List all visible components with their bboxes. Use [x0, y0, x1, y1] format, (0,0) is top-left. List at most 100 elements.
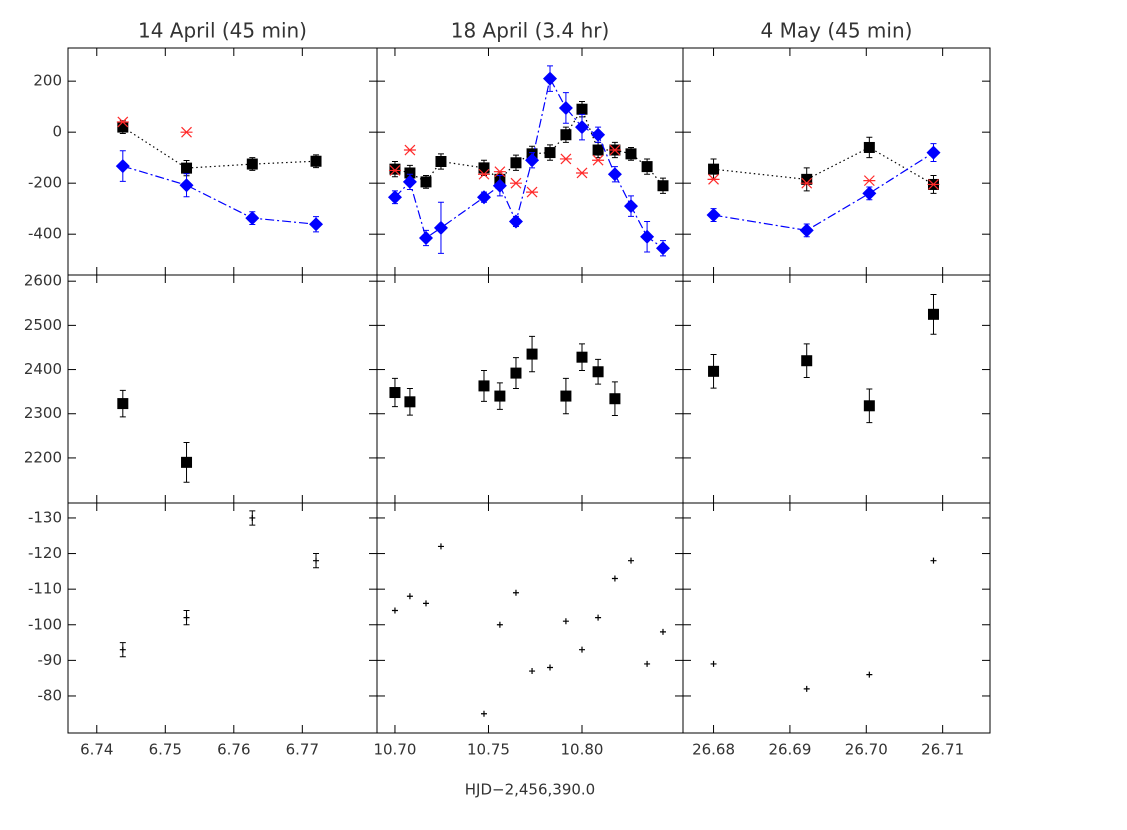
x-axis-label: HJD−2,456,390.0 — [465, 781, 595, 799]
y-tick-label: 2400 — [24, 360, 62, 378]
marker — [512, 589, 519, 596]
x-tick-label: 10.70 — [373, 741, 416, 759]
y-tick-label: -90 — [38, 651, 63, 669]
marker — [659, 628, 666, 635]
marker — [183, 614, 190, 621]
panel-title: 14 April (45 min) — [138, 19, 307, 43]
series-line — [394, 76, 664, 249]
marker — [863, 141, 875, 153]
marker — [543, 71, 558, 86]
marker — [478, 380, 490, 392]
marker — [608, 144, 621, 156]
marker — [249, 514, 256, 521]
y-tick-label: -110 — [28, 580, 62, 598]
marker — [625, 148, 637, 160]
marker — [477, 168, 490, 180]
marker — [801, 173, 813, 185]
y-tick-label: 2500 — [24, 316, 62, 334]
marker — [576, 351, 588, 363]
panel-frame — [67, 47, 378, 276]
marker — [562, 618, 569, 625]
marker — [799, 223, 814, 238]
marker — [313, 557, 320, 564]
x-tick-label: 10.75 — [467, 741, 510, 759]
y-tick-label: 2200 — [24, 448, 62, 466]
marker — [611, 575, 618, 582]
y-tick-label: -130 — [28, 508, 62, 526]
marker — [433, 220, 448, 235]
marker — [419, 231, 434, 246]
marker — [181, 162, 193, 174]
marker — [544, 147, 556, 159]
marker — [526, 186, 539, 198]
marker — [710, 660, 717, 667]
marker — [574, 120, 589, 135]
marker — [404, 167, 416, 179]
marker — [591, 127, 606, 142]
panel-title: 18 April (3.4 hr) — [451, 19, 610, 43]
marker — [387, 190, 402, 205]
marker — [706, 208, 721, 223]
marker — [575, 167, 588, 179]
marker — [560, 390, 572, 402]
x-tick-label: 26.71 — [921, 741, 964, 759]
x-tick-label: 6.74 — [80, 741, 113, 759]
y-tick-label: 200 — [33, 72, 62, 90]
marker — [389, 163, 401, 175]
marker — [404, 396, 416, 408]
marker — [863, 175, 876, 187]
marker — [116, 116, 129, 128]
marker — [560, 129, 572, 141]
marker — [508, 214, 523, 229]
y-tick-label: -400 — [28, 225, 62, 243]
y-tick-label: -80 — [38, 686, 63, 704]
x-tick-label: 26.70 — [845, 741, 888, 759]
marker — [926, 145, 941, 160]
marker — [492, 178, 507, 193]
marker — [592, 366, 604, 378]
x-tick-label: 6.77 — [286, 741, 319, 759]
marker — [403, 144, 416, 156]
marker — [609, 393, 621, 405]
marker — [180, 126, 193, 138]
panel-title: 4 May (45 min) — [761, 19, 913, 43]
marker — [862, 186, 877, 201]
marker — [388, 165, 401, 176]
panel-frame — [376, 502, 684, 734]
marker — [526, 348, 538, 360]
y-tick-label: 0 — [52, 123, 62, 141]
panel-frame — [67, 274, 378, 504]
y-tick-label: -200 — [28, 174, 62, 192]
x-tick-label: 26.69 — [768, 741, 811, 759]
marker — [476, 190, 491, 205]
marker — [496, 621, 503, 628]
marker — [525, 153, 540, 168]
marker — [406, 593, 413, 600]
marker — [529, 668, 536, 675]
x-tick-label: 6.75 — [149, 741, 182, 759]
marker — [493, 166, 506, 178]
marker — [708, 163, 720, 175]
y-tick-label: 2300 — [24, 404, 62, 422]
marker — [640, 229, 655, 244]
marker — [246, 158, 258, 170]
marker — [309, 217, 324, 232]
marker — [435, 156, 447, 167]
marker — [655, 241, 670, 256]
marker — [117, 398, 129, 410]
x-tick-label: 10.80 — [561, 741, 604, 759]
marker — [595, 614, 602, 621]
series-line — [122, 126, 317, 169]
marker — [117, 121, 129, 133]
marker — [389, 387, 401, 399]
marker — [547, 664, 554, 671]
marker — [657, 180, 669, 192]
series-line — [122, 165, 317, 225]
marker — [927, 179, 940, 190]
marker — [310, 155, 322, 167]
marker — [801, 355, 813, 367]
marker — [641, 161, 653, 173]
marker — [863, 400, 875, 412]
marker — [494, 390, 506, 402]
